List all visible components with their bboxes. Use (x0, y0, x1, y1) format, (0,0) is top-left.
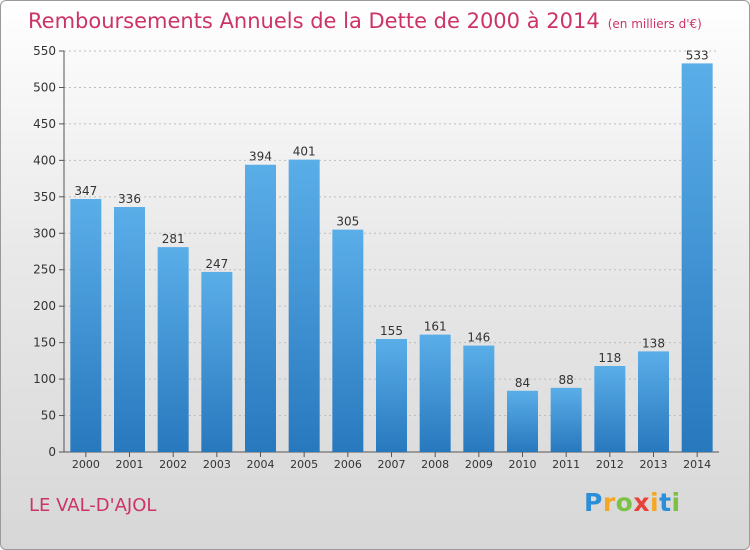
x-tick-label: 2008 (421, 458, 449, 471)
x-tick-label: 2006 (334, 458, 362, 471)
bar (638, 351, 669, 452)
data-label: 533 (686, 48, 709, 62)
chart-subtitle: (en milliers d'€) (607, 17, 702, 31)
y-tick-label: 550 (33, 44, 56, 58)
data-label: 161 (424, 320, 447, 334)
y-tick-label: 350 (33, 190, 56, 204)
bar (70, 199, 102, 452)
data-label: 305 (336, 215, 359, 229)
y-tick-label: 500 (33, 80, 56, 94)
place-name: LE VAL-D'AJOL (29, 495, 157, 516)
x-tick-label: 2009 (465, 458, 493, 471)
x-tick-label: 2011 (552, 458, 580, 471)
y-tick-label: 200 (33, 299, 56, 313)
x-tick-label: 2001 (116, 458, 144, 471)
data-label: 155 (380, 324, 403, 338)
x-tick-label: 2002 (159, 458, 187, 471)
x-tick-label: 2005 (290, 458, 318, 471)
data-label: 84 (515, 376, 530, 390)
proxiti-logo: Proxiti (584, 488, 681, 517)
bar (114, 207, 145, 452)
data-label: 88 (559, 373, 574, 387)
bar (507, 390, 538, 452)
logo-letter: x (633, 488, 650, 517)
logo-letter: i (650, 488, 660, 517)
logo-letter: t (659, 488, 672, 517)
data-label: 118 (598, 351, 621, 365)
x-tick-label: 2003 (203, 458, 231, 471)
bar (157, 247, 189, 452)
bar (594, 365, 626, 452)
y-tick-label: 0 (48, 445, 56, 459)
y-tick-label: 150 (33, 336, 56, 350)
x-tick-label: 2012 (596, 458, 624, 471)
data-label: 336 (118, 192, 141, 206)
y-tick-label: 100 (33, 372, 56, 386)
data-label: 281 (162, 232, 185, 246)
bar (376, 338, 407, 452)
bar (681, 63, 713, 453)
bar (550, 387, 582, 452)
x-tick-label: 2004 (247, 458, 275, 471)
data-label: 394 (249, 150, 272, 164)
bar (419, 334, 451, 452)
chart-title: Remboursements Annuels de la Dette de 20… (28, 9, 702, 33)
data-label: 401 (293, 145, 316, 159)
data-label: 247 (205, 257, 228, 271)
y-tick-label: 300 (33, 226, 56, 240)
bar (201, 271, 233, 452)
data-label: 146 (467, 331, 490, 345)
bar (463, 345, 495, 452)
logo-letter: o (615, 488, 634, 517)
y-tick-label: 450 (33, 117, 56, 131)
y-tick-label: 250 (33, 263, 56, 277)
title-text: Remboursements Annuels de la Dette de 20… (28, 9, 600, 33)
bar (245, 164, 276, 453)
x-tick-label: 2007 (378, 458, 406, 471)
data-label: 347 (74, 184, 97, 198)
logo-letter: r (602, 488, 616, 517)
bar (332, 229, 364, 452)
x-tick-label: 2014 (683, 458, 711, 471)
y-tick-label: 400 (33, 153, 56, 167)
logo-letter: i (671, 488, 681, 517)
x-tick-label: 2013 (640, 458, 668, 471)
x-tick-label: 2000 (72, 458, 100, 471)
logo-letter: P (584, 488, 603, 517)
data-label: 138 (642, 336, 665, 350)
y-tick-label: 50 (41, 409, 56, 423)
x-tick-label: 2010 (509, 458, 537, 471)
bar (288, 159, 320, 452)
